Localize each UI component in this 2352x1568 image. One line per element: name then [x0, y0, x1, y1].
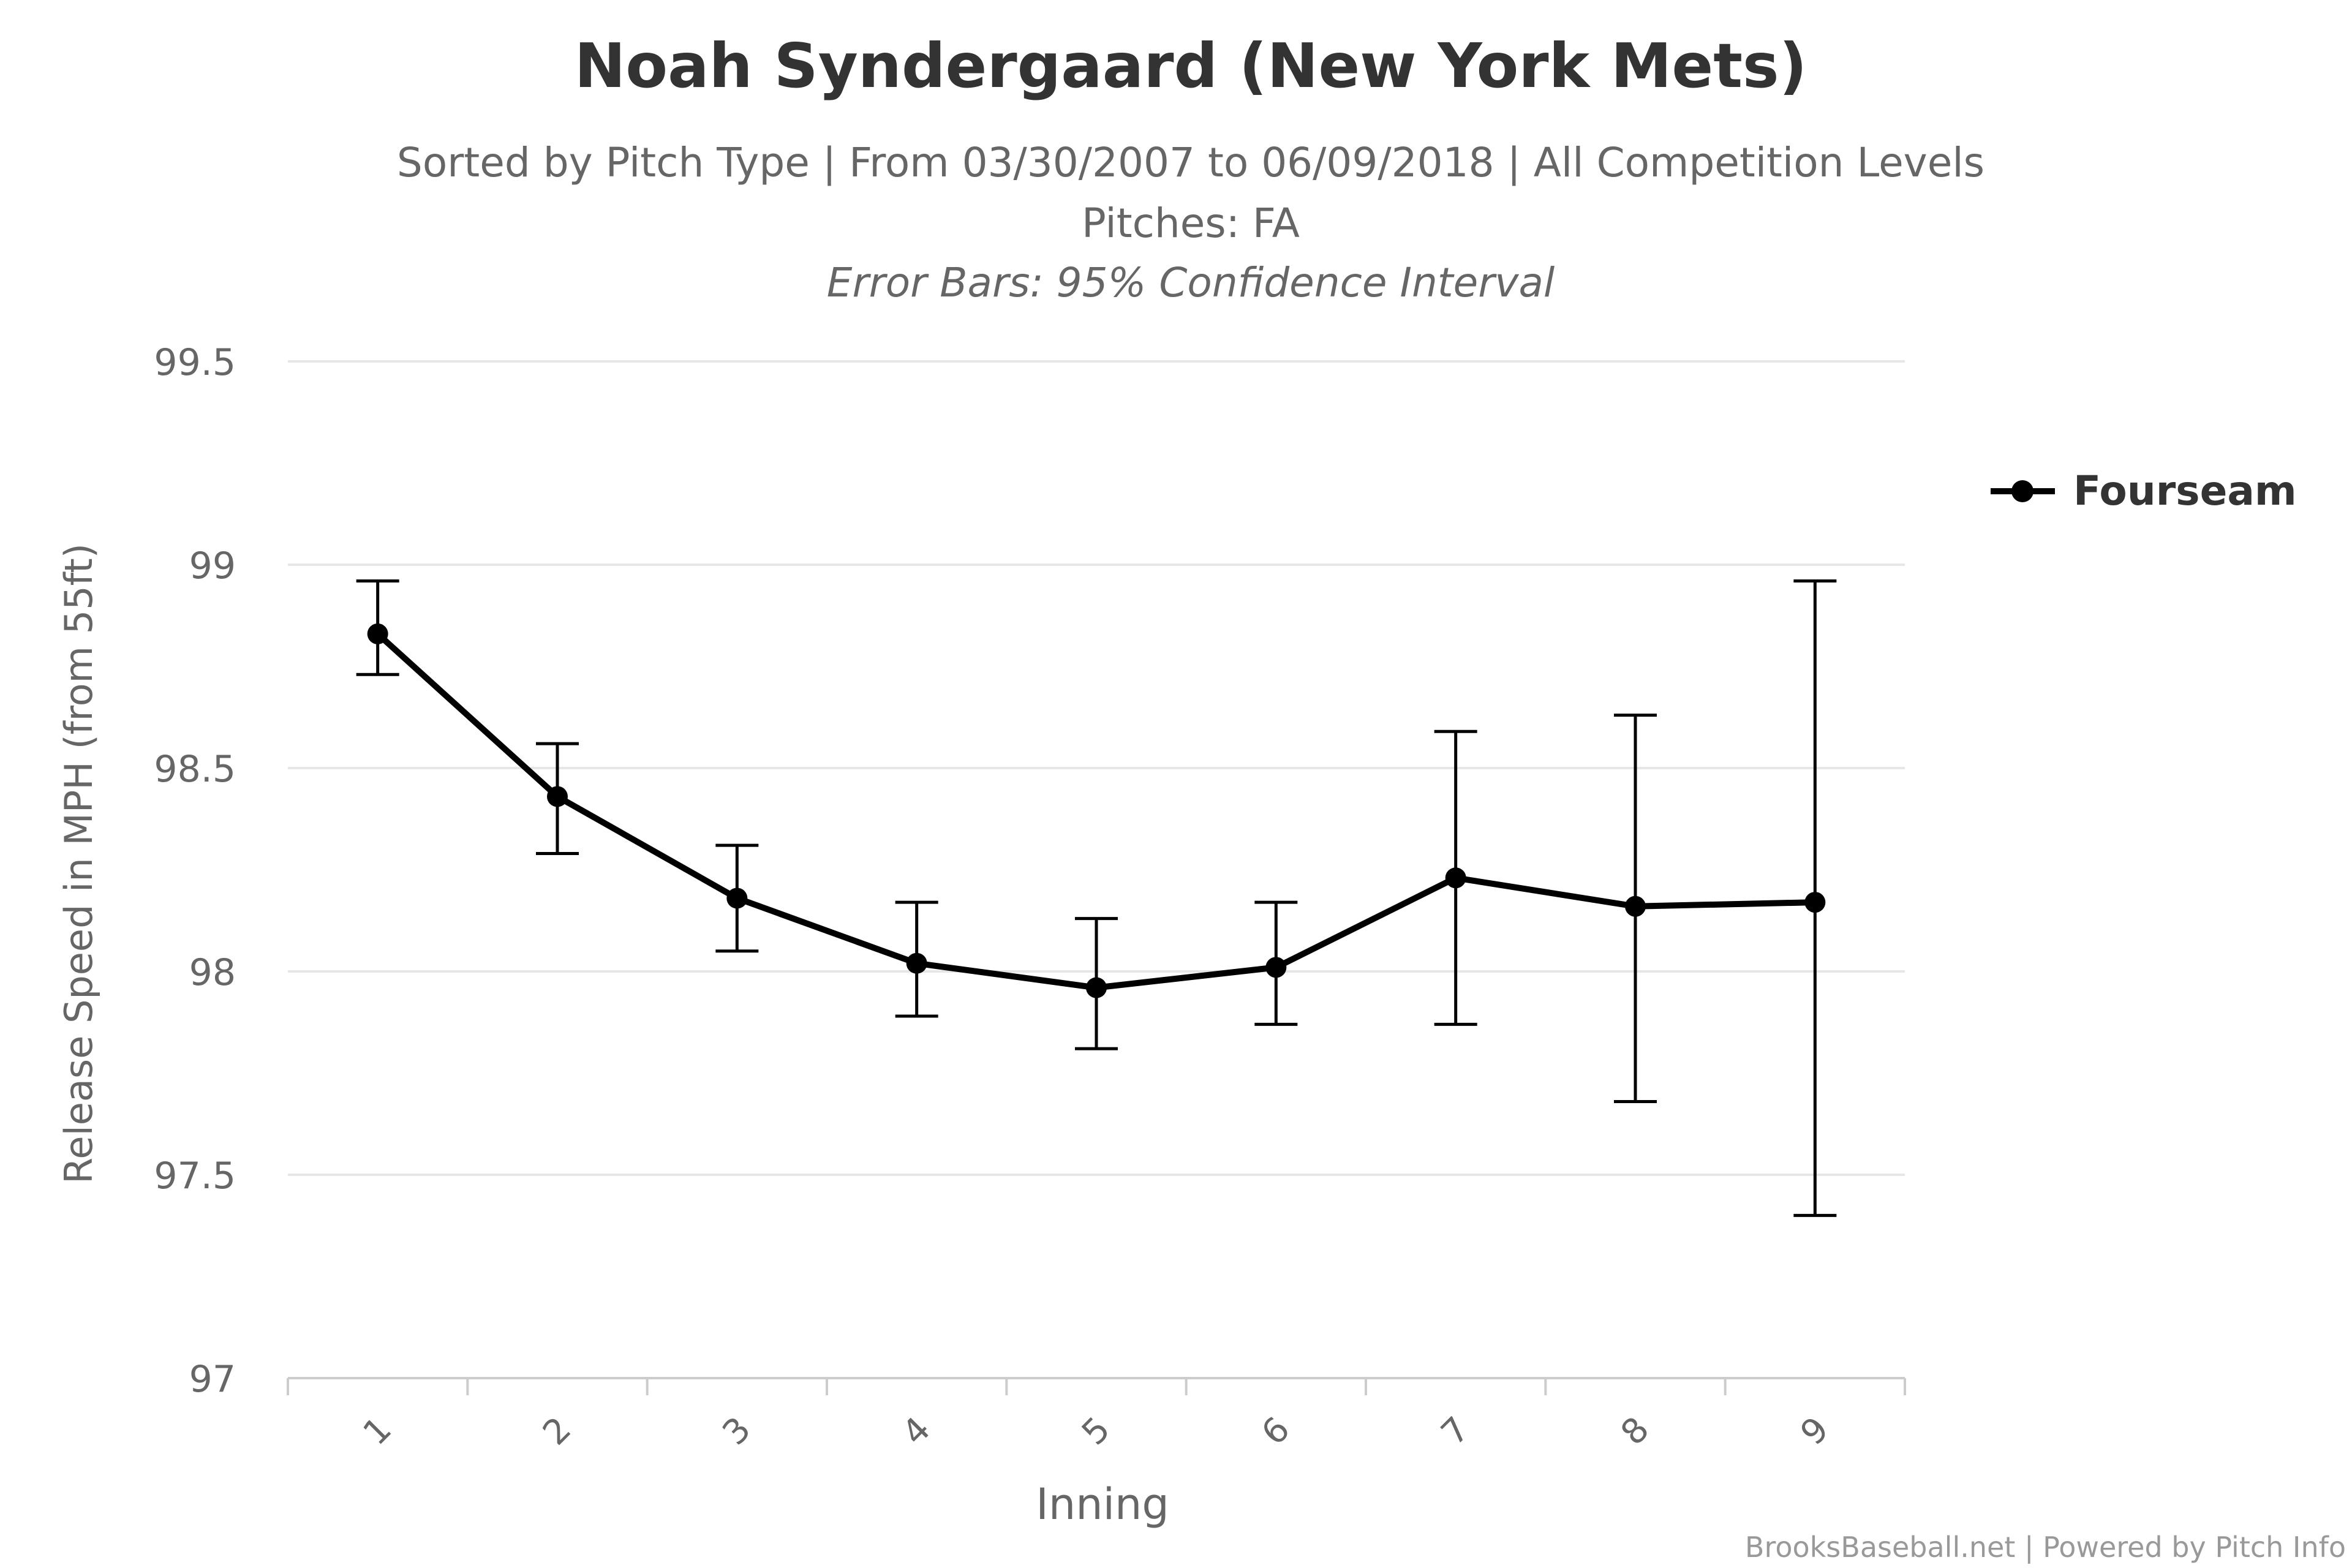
data-point — [1445, 867, 1466, 889]
y-tick-label: 97 — [189, 1358, 236, 1401]
chart-subtitle-error-bars: Error Bars: 95% Confidence Interval — [827, 259, 1555, 306]
x-axis-label: Inning — [1036, 1479, 1169, 1529]
chart-title: Noah Syndergaard (New York Mets) — [575, 30, 1807, 102]
data-point — [726, 888, 748, 909]
y-tick-label: 98.5 — [154, 748, 236, 791]
data-point — [547, 786, 568, 807]
data-point — [1804, 892, 1826, 913]
data-point — [1625, 895, 1646, 917]
y-axis-label: Release Speed in MPH (from 55ft) — [56, 543, 101, 1184]
data-point — [906, 952, 927, 974]
data-point — [367, 623, 388, 644]
y-tick-label: 99 — [189, 545, 236, 587]
legend[interactable]: Fourseam — [1991, 467, 2297, 514]
series-fourseam — [367, 623, 1826, 998]
chart-subtitle: Sorted by Pitch Type | From 03/30/2007 t… — [397, 139, 1985, 186]
chart-subtitle-pitches: Pitches: FA — [1082, 200, 1300, 247]
data-point — [1265, 957, 1287, 978]
y-tick-label: 97.5 — [154, 1155, 236, 1197]
error-bars — [356, 579, 1837, 1217]
legend-marker-symbol — [2011, 480, 2034, 502]
credits[interactable]: BrooksBaseball.net | Powered by Pitch In… — [1745, 1531, 2346, 1564]
y-tick-label: 99.5 — [154, 341, 236, 384]
y-tick-label: 98 — [189, 951, 236, 994]
y-axis-ticks: 97 97.5 98 98.5 99 99.5 — [154, 341, 236, 1401]
data-point — [1086, 977, 1107, 998]
legend-item-label: Fourseam — [2073, 467, 2297, 514]
